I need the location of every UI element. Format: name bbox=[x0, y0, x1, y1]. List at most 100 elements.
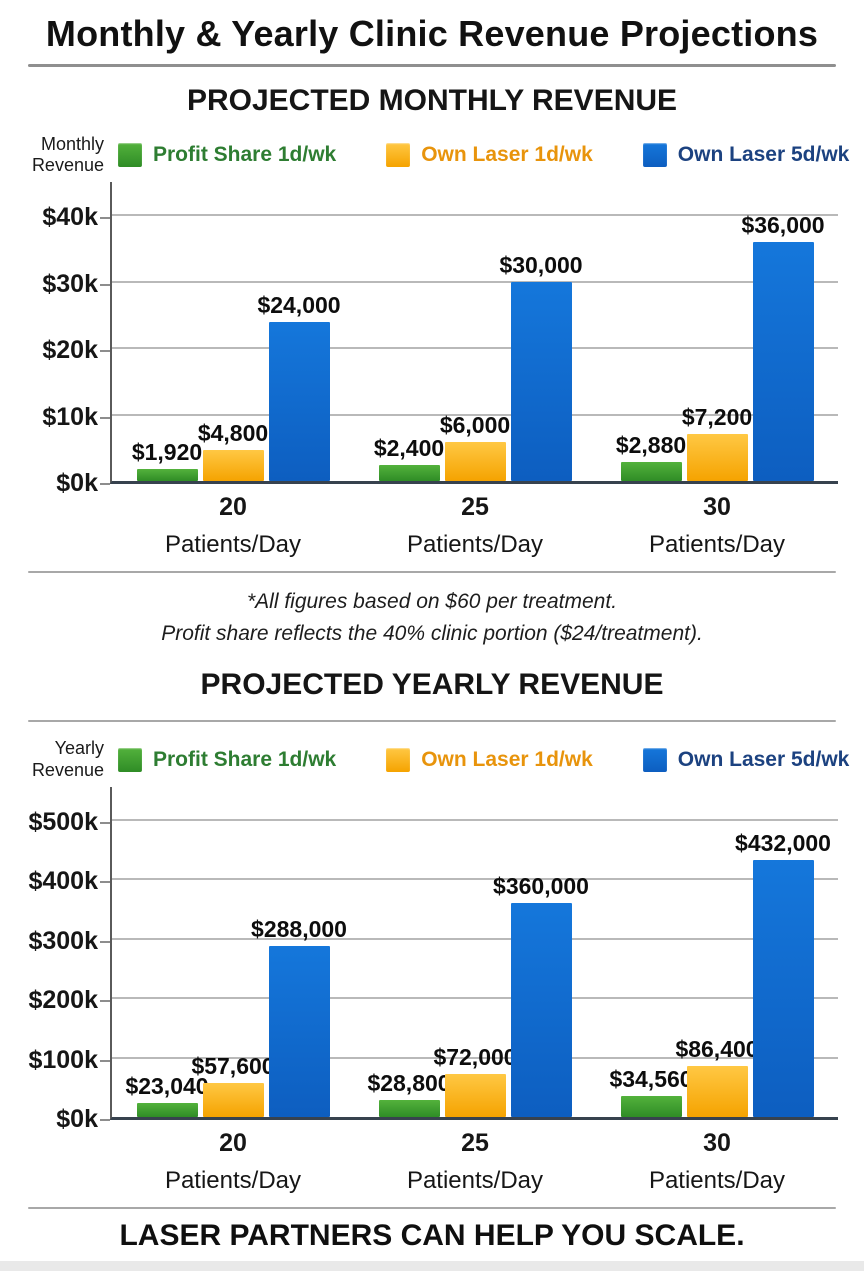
y-tick-label: $0k bbox=[56, 1104, 98, 1133]
bar-value-label: $23,040 bbox=[125, 1070, 208, 1100]
x-category-value: 30 bbox=[703, 1128, 731, 1157]
bar-value-label: $28,800 bbox=[367, 1067, 450, 1097]
bar-value-label: $34,560 bbox=[609, 1063, 692, 1093]
bar-value-text: $6,000 bbox=[439, 411, 511, 438]
bar-group: $2,880 $7,200 $36,000 bbox=[616, 209, 825, 482]
bar-value-label: $2,400 bbox=[374, 432, 444, 462]
x-category-value: 30 bbox=[703, 493, 731, 522]
bar-value-label: $2,880 bbox=[616, 429, 686, 459]
bar-value-label: $30,000 bbox=[499, 249, 582, 279]
bar-column: $6,000 bbox=[440, 409, 510, 482]
green-bar bbox=[620, 1096, 682, 1117]
blue-bar bbox=[752, 860, 814, 1117]
x-axis-spacer bbox=[26, 493, 112, 559]
legend-label: Profit Share 1d/wk bbox=[153, 747, 337, 771]
bar-column: $4,800 bbox=[198, 417, 268, 482]
legend-row: Monthly Revenue Profit Share 1d/wk Own La… bbox=[26, 134, 849, 176]
blue-bar bbox=[268, 945, 330, 1117]
x-category-unit: Patients/Day bbox=[648, 1166, 786, 1194]
y-tick-label: $30k bbox=[42, 269, 98, 298]
bar-column: $288,000 bbox=[251, 913, 347, 1117]
bar-value-text: $36,000 bbox=[741, 212, 825, 239]
monthly-chart-divider bbox=[28, 571, 836, 574]
bar-column: $57,600 bbox=[191, 1050, 275, 1117]
y-tick-mark bbox=[100, 483, 110, 486]
yearly-chart-title: PROJECTED YEARLY REVENUE bbox=[200, 668, 664, 702]
y-tick-label: $20k bbox=[42, 336, 98, 365]
legend-item: Own Laser 1d/wk bbox=[386, 143, 593, 168]
blue-series-swatch-icon bbox=[642, 143, 667, 168]
bar-value-label: $86,400 bbox=[675, 1033, 758, 1063]
footer-tagline: LASER PARTNERS CAN HELP YOU SCALE. bbox=[119, 1218, 745, 1252]
x-category-value: 25 bbox=[461, 493, 489, 522]
grid-line bbox=[112, 280, 838, 283]
y-tick-mark bbox=[100, 1118, 110, 1121]
legend: Profit Share 1d/wk Own Laser 1d/wk Own Las… bbox=[110, 143, 850, 168]
y-tick-mark bbox=[100, 881, 110, 884]
bar-column: $24,000 bbox=[257, 289, 341, 482]
bar-column: $2,400 bbox=[374, 432, 444, 482]
bar-value-text: $30,000 bbox=[499, 251, 583, 278]
bar-group: $1,920 $4,800 $24,000 bbox=[132, 289, 341, 482]
legend-item: Profit Share 1d/wk bbox=[118, 143, 336, 168]
bar-column: $72,000 bbox=[433, 1041, 517, 1117]
green-bar bbox=[378, 465, 440, 482]
bar-value-text: $360,000 bbox=[493, 873, 589, 900]
x-category-unit: Patients/Day bbox=[164, 1166, 302, 1194]
y-tick-label: $40k bbox=[42, 203, 98, 232]
blue-series-swatch-icon bbox=[642, 747, 667, 772]
bar-column: $23,040 bbox=[125, 1070, 209, 1117]
x-category: 20 Patients/Day bbox=[135, 1129, 331, 1195]
bar-column: $360,000 bbox=[493, 870, 589, 1117]
x-category-unit: Patients/Day bbox=[164, 531, 302, 559]
x-category: 30 Patients/Day bbox=[619, 1129, 815, 1195]
y-tick-label: $300k bbox=[28, 926, 98, 955]
x-axis-row: 20 Patients/Day 25 Patients/Day 30 Patients/D… bbox=[26, 493, 838, 559]
bar-column: $28,800 bbox=[367, 1067, 451, 1117]
legend-label: Own Laser 5d/wk bbox=[677, 143, 850, 167]
bar-value-text: $1,920 bbox=[131, 438, 203, 465]
legend-label: Own Laser 1d/wk bbox=[421, 747, 593, 771]
bar-value-label: $36,000 bbox=[741, 209, 824, 239]
footer-divider bbox=[28, 1206, 836, 1209]
bar-column: $2,880 bbox=[616, 429, 686, 482]
orange-bar bbox=[686, 1065, 748, 1117]
bar-value-text: $86,400 bbox=[675, 1035, 759, 1062]
footnote-line-1: *All figures based on $60 per treatment. bbox=[246, 590, 618, 614]
y-tick-mark bbox=[100, 416, 110, 419]
y-tick-mark bbox=[100, 940, 110, 943]
x-category-unit: Patients/Day bbox=[406, 1166, 544, 1194]
y-tick-label: $100k bbox=[28, 1045, 98, 1074]
page-title: Monthly & Yearly Clinic Revenue Projecti… bbox=[45, 13, 819, 54]
y-tick-mark bbox=[100, 821, 110, 824]
x-axis-row: 20 Patients/Day 25 Patients/Day 30 Patients/D… bbox=[26, 1129, 838, 1195]
plot-row: $0k $10k $20k $30k $40k $1,920 $4,800 $24,000 $… bbox=[26, 182, 838, 497]
x-category-value: 20 bbox=[219, 1128, 247, 1157]
bar-group: $2,400 $6,000 $30,000 bbox=[374, 249, 583, 482]
y-tick-mark bbox=[100, 1000, 110, 1003]
blue-bar bbox=[268, 321, 330, 482]
bottom-strip bbox=[0, 1260, 864, 1271]
bar-value-label: $72,000 bbox=[433, 1041, 516, 1071]
x-axis-labels: 20 Patients/Day 25 Patients/Day 30 Patients/D… bbox=[112, 1129, 838, 1195]
y-tick-label: $400k bbox=[28, 867, 98, 896]
grid-line bbox=[112, 1056, 838, 1059]
bar-column: $7,200 bbox=[682, 401, 752, 482]
bar-value-text: $288,000 bbox=[251, 915, 347, 942]
bar-value-label: $4,800 bbox=[198, 417, 268, 447]
legend-label: Own Laser 1d/wk bbox=[421, 143, 593, 167]
grid-line bbox=[112, 214, 838, 217]
bar-group: $23,040 $57,600 $288,000 bbox=[125, 913, 347, 1117]
x-category: 25 Patients/Day bbox=[377, 493, 573, 559]
legend: Profit Share 1d/wk Own Laser 1d/wk Own Las… bbox=[110, 747, 849, 772]
bar-value-text: $7,200 bbox=[681, 403, 753, 430]
green-bar bbox=[378, 1099, 440, 1117]
grid-line bbox=[112, 818, 838, 821]
bar-value-text: $23,040 bbox=[125, 1073, 209, 1100]
monthly-chart-title: PROJECTED MONTHLY REVENUE bbox=[186, 84, 678, 117]
footnote: *All figures based on $60 per treatment.… bbox=[0, 586, 864, 649]
blue-bar bbox=[510, 903, 572, 1117]
grid-line bbox=[112, 413, 838, 416]
green-bar bbox=[136, 1103, 198, 1117]
